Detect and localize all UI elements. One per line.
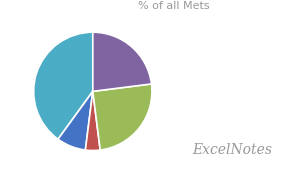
Wedge shape — [93, 32, 151, 91]
Wedge shape — [85, 91, 100, 151]
Wedge shape — [34, 32, 93, 139]
Text: ExcelNotes: ExcelNotes — [192, 143, 272, 157]
Wedge shape — [93, 84, 152, 150]
Wedge shape — [58, 91, 93, 150]
Title: % of all Mets: % of all Mets — [138, 1, 210, 11]
